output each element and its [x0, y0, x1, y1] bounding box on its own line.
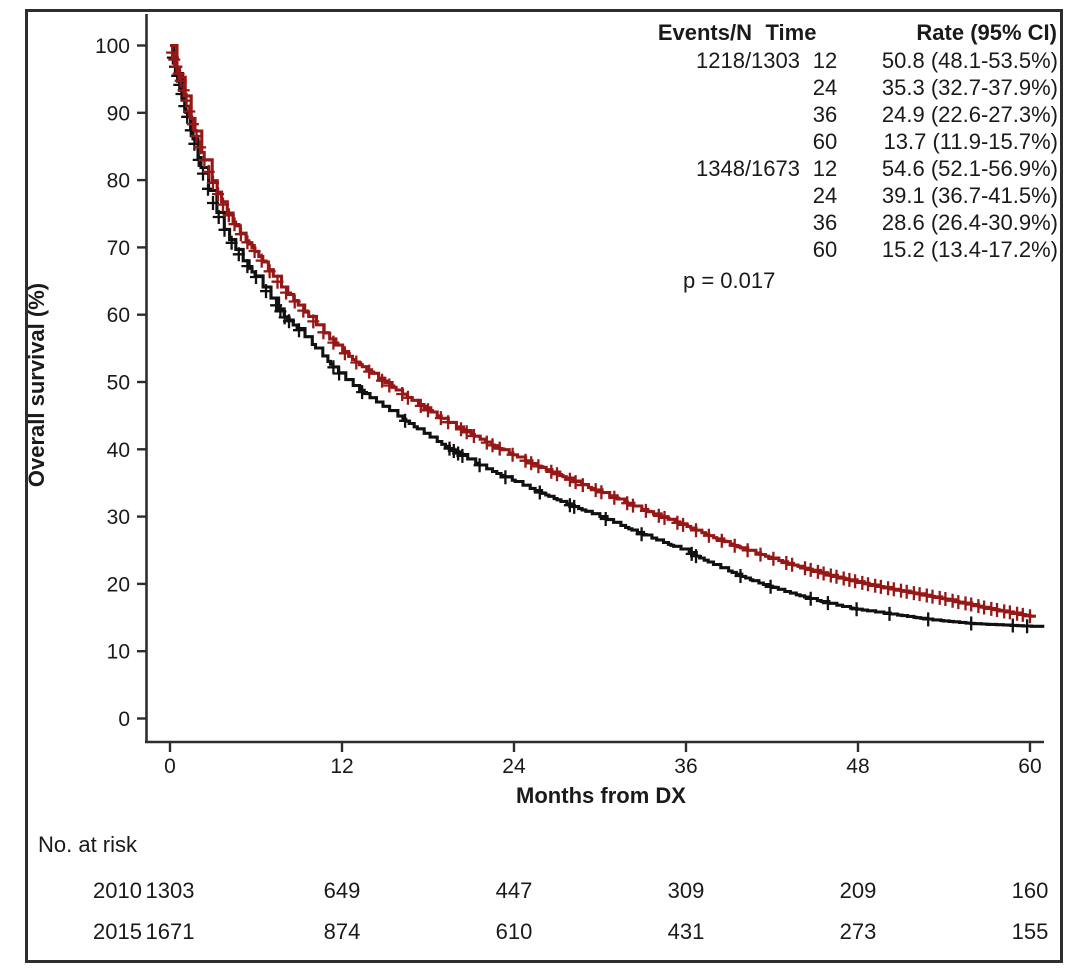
legend-rate: 15.2 (13.4-17.2%) [882, 237, 1058, 262]
risk-row-label-2015: 2015 [93, 919, 142, 944]
risk-value: 649 [324, 878, 361, 903]
legend-header-events: Events/N [658, 20, 752, 45]
legend-time: 12 [813, 48, 837, 73]
y-tick-label: 20 [107, 573, 130, 596]
x-axis-title: Months from DX [516, 783, 686, 808]
legend-rate: 28.6 (26.4-30.9%) [882, 210, 1058, 235]
legend-time: 24 [813, 75, 837, 100]
risk-value: 610 [496, 919, 533, 944]
y-tick-label: 10 [107, 641, 130, 664]
legend-events: 1218/1303 [696, 48, 800, 73]
legend-time: 36 [813, 210, 837, 235]
x-tick-label: 48 [846, 755, 869, 778]
risk-value: 431 [668, 919, 705, 944]
legend-time: 36 [813, 102, 837, 127]
risk-value: 273 [840, 919, 877, 944]
risk-value: 209 [840, 878, 877, 903]
censor-marks-2015 [166, 45, 1036, 624]
survival-curves [166, 43, 1045, 634]
x-tick-label: 0 [164, 755, 176, 778]
y-tick-label: 90 [107, 102, 130, 125]
legend-time: 12 [813, 156, 837, 181]
risk-table-values: 2010 1303 649 447 309 209 160 2015 1671 874 610 431… [93, 878, 1048, 944]
legend-rate: 35.3 (32.7-37.9%) [882, 75, 1058, 100]
risk-table-title: No. at risk [38, 832, 138, 857]
y-tick-label: 100 [95, 35, 130, 58]
legend-rate: 50.8 (48.1-53.5%) [882, 48, 1058, 73]
y-axis-title: Overall survival (%) [24, 283, 49, 487]
legend-header-rate: Rate (95% CI) [916, 20, 1057, 45]
p-value-label: p = 0.017 [683, 268, 775, 293]
risk-value: 1303 [146, 878, 195, 903]
rate-legend: Events/N Time Rate (95% CI) 1218/1303 12… [658, 20, 1058, 293]
x-tick-label: 12 [330, 755, 353, 778]
legend-rate: 24.9 (22.6-27.3%) [882, 102, 1058, 127]
y-tick-label: 70 [107, 237, 130, 260]
legend-time: 60 [813, 237, 837, 262]
legend-header-time: Time [766, 20, 817, 45]
risk-row-label-2010: 2010 [93, 878, 142, 903]
legend-events: 1348/1673 [696, 156, 800, 181]
x-tick-label: 36 [674, 755, 697, 778]
risk-value: 874 [324, 919, 361, 944]
risk-value: 309 [668, 878, 705, 903]
legend-rate: 54.6 (52.1-56.9%) [882, 156, 1058, 181]
legend-rate: 13.7 (11.9-15.7%) [884, 129, 1058, 154]
risk-value: 1671 [146, 919, 195, 944]
legend-time: 24 [813, 183, 837, 208]
y-tick-label: 60 [107, 304, 130, 327]
risk-value: 447 [496, 878, 533, 903]
y-tick-label: 40 [107, 439, 130, 462]
x-tick-label: 24 [502, 755, 526, 778]
y-tick-label: 80 [107, 170, 130, 193]
legend-rate: 39.1 (36.7-41.5%) [882, 183, 1058, 208]
y-tick-label: 30 [107, 506, 130, 529]
risk-value: 160 [1012, 878, 1049, 903]
y-tick-label: 50 [107, 372, 130, 395]
figure-border [25, 9, 1063, 963]
risk-value: 155 [1012, 919, 1049, 944]
y-tick-label: 0 [118, 708, 130, 731]
x-tick-label: 60 [1018, 755, 1041, 778]
legend-time: 60 [813, 129, 837, 154]
